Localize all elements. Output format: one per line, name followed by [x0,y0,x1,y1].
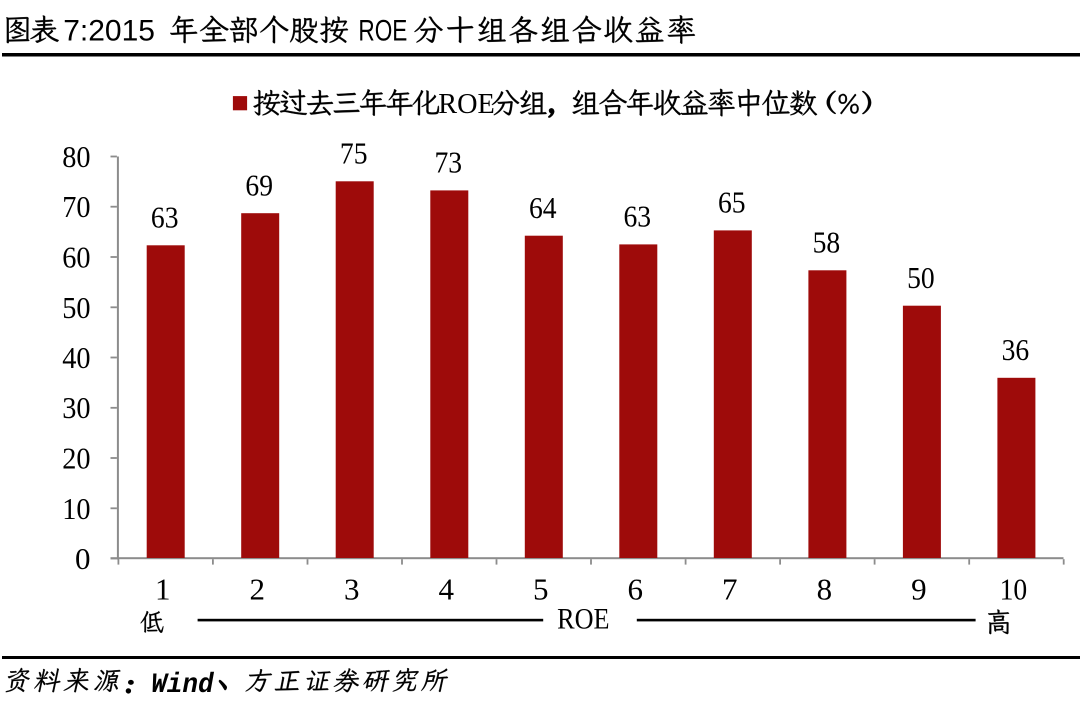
svg-text:ROE: ROE [557,604,609,636]
svg-text:36: 36 [1002,332,1030,367]
svg-text:50: 50 [907,260,935,295]
svg-text:60: 60 [62,240,90,275]
svg-text:58: 58 [813,224,841,259]
svg-text:7:2015: 7:2015 [63,15,155,48]
svg-text:2: 2 [249,572,265,607]
svg-text:Wind: Wind [151,670,215,701]
svg-text:73: 73 [435,145,463,180]
svg-text:65: 65 [718,185,746,220]
svg-text:4: 4 [439,572,455,607]
svg-text:30: 30 [62,390,90,425]
svg-text:20: 20 [62,441,90,476]
svg-text:ROE: ROE [358,13,407,47]
svg-text:ROE: ROE [438,88,495,120]
svg-text:9: 9 [911,572,927,607]
svg-text:64: 64 [529,190,557,225]
svg-text:40: 40 [62,340,90,375]
svg-text:69: 69 [245,167,273,202]
svg-text:5: 5 [533,572,549,607]
svg-text:50: 50 [62,290,90,325]
svg-text:63: 63 [624,199,652,234]
svg-text:0: 0 [75,541,91,576]
svg-text:75: 75 [340,135,368,170]
svg-text:1: 1 [155,572,171,607]
svg-text:3: 3 [344,572,360,607]
svg-text:10: 10 [62,491,90,526]
svg-text:6: 6 [628,572,644,607]
svg-text:10: 10 [1000,572,1028,607]
svg-text:63: 63 [151,199,179,234]
svg-text:70: 70 [62,189,90,224]
svg-text:8: 8 [817,572,833,607]
svg-text:80: 80 [62,139,90,174]
svg-text:7: 7 [722,572,738,607]
